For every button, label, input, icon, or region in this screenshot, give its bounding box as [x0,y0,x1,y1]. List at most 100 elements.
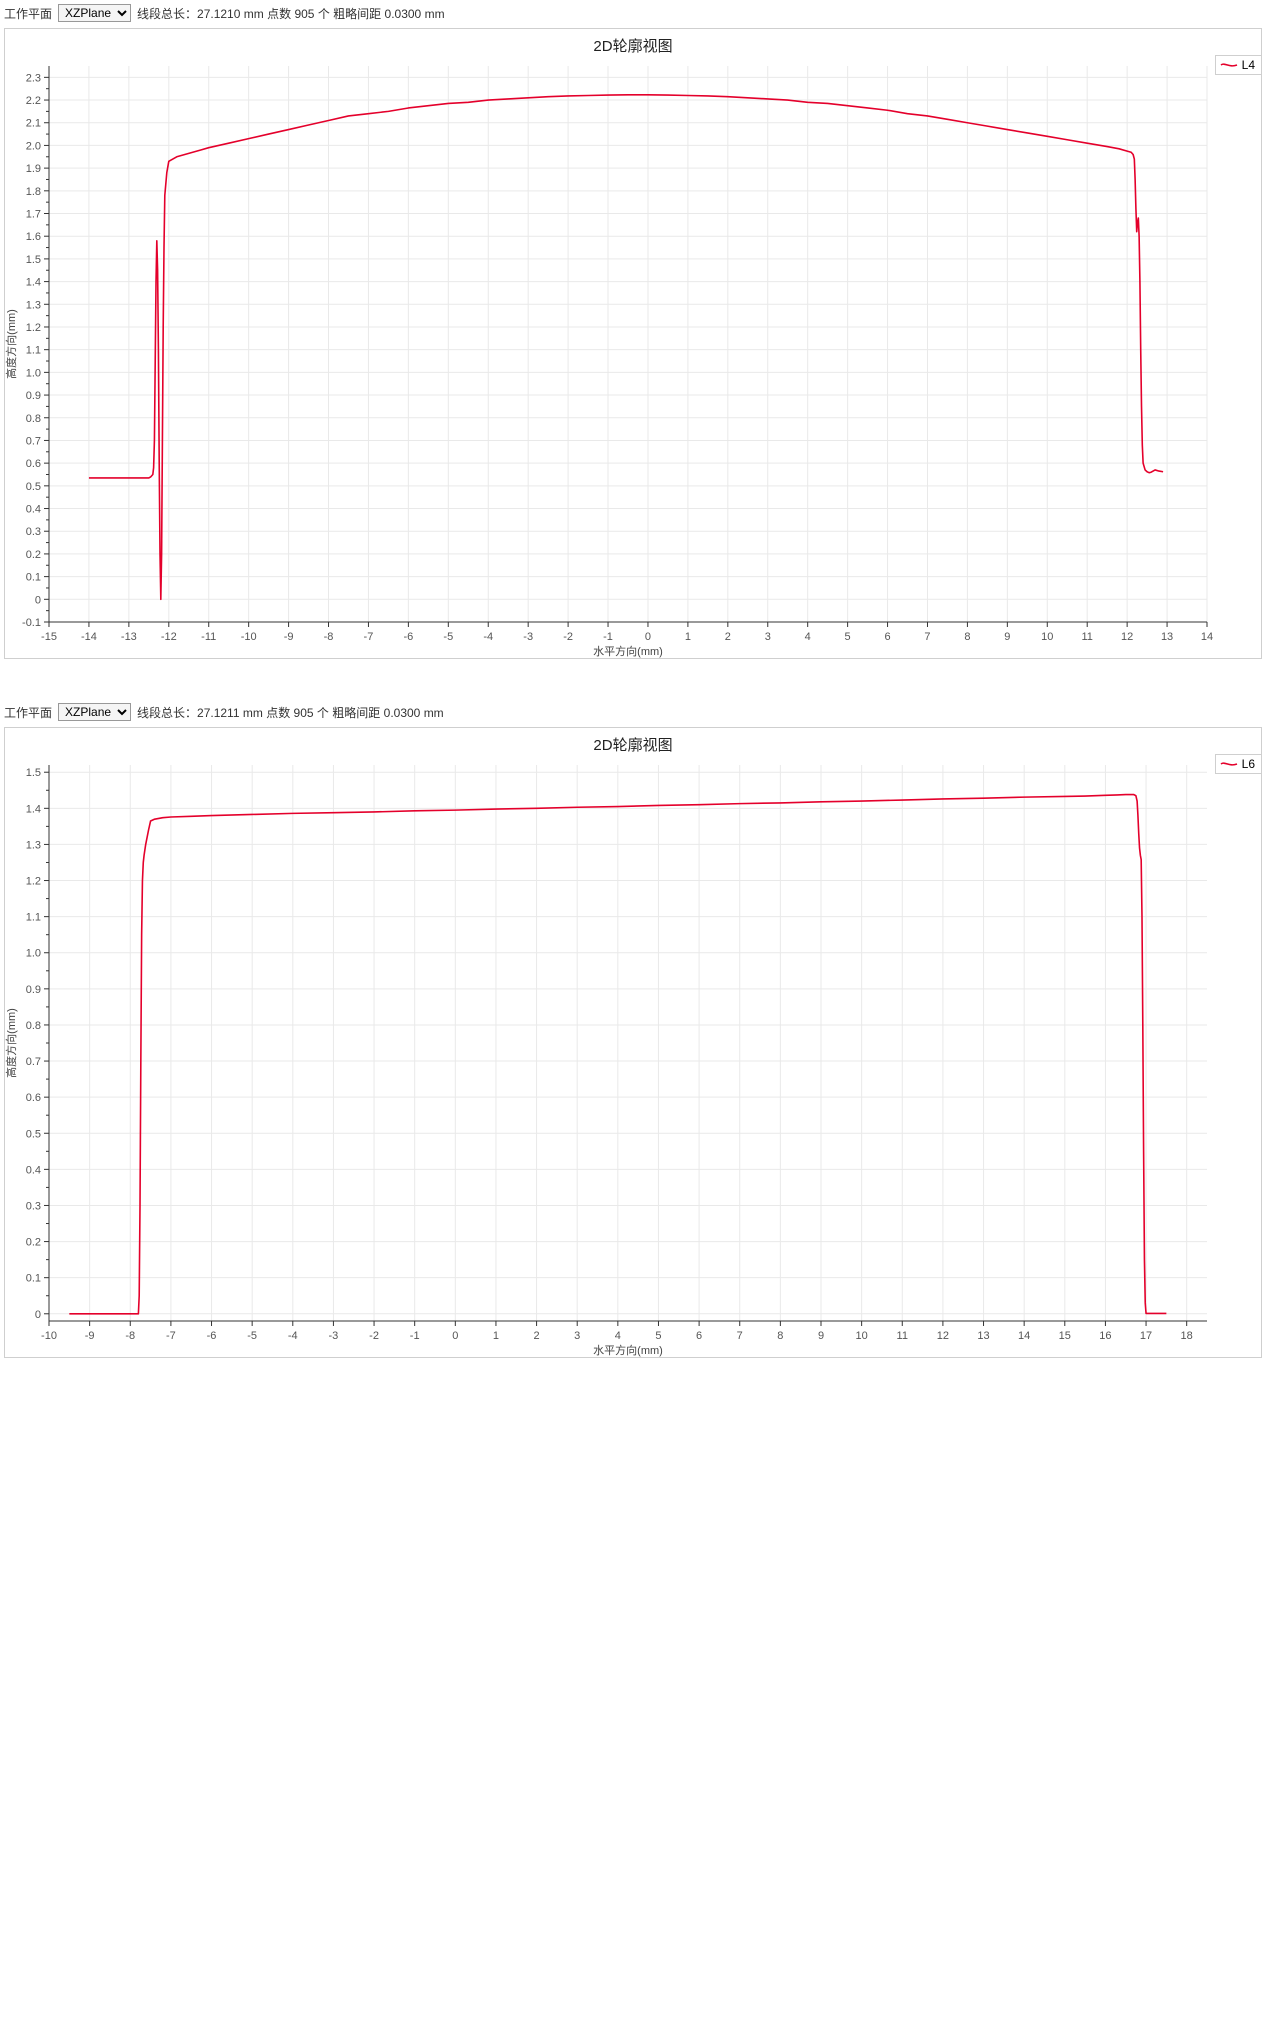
xtick-label: -10 [41,1330,57,1342]
ytick-label: 1.7 [26,209,41,221]
xtick-label: -5 [443,631,453,643]
x-axis-label: 水平方向(mm) [593,644,663,658]
xtick-label: 18 [1181,1330,1193,1342]
xtick-label: -11 [201,631,216,643]
xtick-label: 8 [777,1330,783,1342]
xtick-label: -7 [166,1330,176,1342]
xtick-label: 4 [615,1330,621,1342]
xtick-label: 17 [1140,1330,1152,1342]
xtick-label: 3 [765,631,771,643]
ytick-label: 2.1 [26,118,41,130]
toolbar-info: 线段总长：27.1210 mm 点数 905 个 粗略间距 0.0300 mm [137,5,445,22]
xtick-label: -15 [41,631,57,643]
ytick-label: 0.8 [26,413,41,425]
ytick-label: 1.3 [26,839,41,851]
ytick-label: 0.6 [26,1092,41,1104]
ytick-label: 0 [35,594,41,606]
ytick-label: 1.9 [26,163,41,175]
xtick-label: 11 [1081,631,1092,643]
chart-frame: 2D轮廓视图L4高度方向(mm)-0.100.10.20.30.40.50.60… [4,28,1262,659]
xtick-label: 0 [452,1330,458,1342]
ytick-label: 1.1 [26,912,41,924]
xtick-label: -8 [324,631,334,643]
xtick-label: 7 [924,631,930,643]
ytick-label: 0.8 [26,1020,41,1032]
ytick-label: 0.5 [26,1128,41,1140]
ytick-label: 0.4 [26,504,41,516]
ytick-label: 1.0 [26,948,41,960]
chart-panel: 工作平面XZPlane线段总长：27.1210 mm 点数 905 个 粗略间距… [0,0,1266,659]
xtick-label: -7 [364,631,374,643]
ytick-label: 2.2 [26,95,41,107]
ytick-label: 0.2 [26,1237,41,1249]
y-axis-label-wrap: 高度方向(mm) [5,58,19,658]
ytick-label: 0.1 [26,1273,41,1285]
ytick-label: 0.6 [26,458,41,470]
seglen-value: 27.1211 mm [197,706,263,720]
chart-toolbar: 工作平面 XZPlane 线段总长：27.1211 mm 点数 905 个 粗略间距… [0,699,1266,727]
xtick-label: 1 [685,631,691,643]
plane-select[interactable]: XZPlane [58,703,131,721]
toolbar-info: 线段总长：27.1211 mm 点数 905 个 粗略间距 0.0300 mm [137,704,444,721]
ytick-label: 1.5 [26,254,41,266]
xtick-label: 1 [493,1330,499,1342]
chart-plot: -0.100.10.20.30.40.50.60.70.80.91.01.11.… [5,58,1215,658]
xtick-label: -6 [207,1330,217,1342]
xtick-label: 13 [977,1330,989,1342]
points-value: 905 [294,706,314,720]
ytick-label: 1.8 [26,186,41,198]
ytick-label: 1.5 [26,767,41,779]
coarse-label: 粗略间距 [332,706,380,720]
xtick-label: -2 [563,631,573,643]
chart-title: 2D轮廓视图 [5,728,1261,757]
chart-panel: 工作平面 XZPlane 线段总长：27.1211 mm 点数 905 个 粗略间距… [0,699,1266,1358]
ytick-label: 0 [35,1309,41,1321]
xtick-label: 2 [725,631,731,643]
xtick-label: 11 [897,1330,908,1342]
ytick-label: 1.4 [26,803,41,815]
ytick-label: 0.9 [26,390,41,402]
xtick-label: -3 [523,631,533,643]
ytick-label: 2.0 [26,140,41,152]
seglen-label: 线段总长： [137,706,197,720]
ytick-label: 0.5 [26,481,41,493]
xtick-label: -4 [288,1330,298,1342]
seglen-label: 线段总长： [137,7,197,21]
xtick-label: 4 [805,631,811,643]
xtick-label: -4 [483,631,493,643]
xtick-label: 6 [696,1330,702,1342]
ytick-label: 1.0 [26,367,41,379]
coarse-unit: mm [424,706,444,720]
plane-label: 工作平面 [4,704,52,721]
xtick-label: 0 [645,631,651,643]
xtick-label: 10 [856,1330,868,1342]
xtick-label: 3 [574,1330,580,1342]
ytick-label: 1.2 [26,322,41,334]
xtick-label: 13 [1161,631,1173,643]
xtick-label: -6 [403,631,413,643]
ytick-label: 1.3 [26,299,41,311]
ytick-label: 1.2 [26,876,41,888]
ytick-label: 0.3 [26,526,41,538]
xtick-label: -10 [241,631,257,643]
xtick-label: 5 [655,1330,661,1342]
plot-bg [49,765,1207,1321]
xtick-label: -12 [161,631,177,643]
xtick-label: 9 [818,1330,824,1342]
xtick-label: 2 [534,1330,540,1342]
xtick-label: 8 [964,631,970,643]
coarse-unit: mm [425,7,445,21]
plane-select[interactable]: XZPlane [58,4,131,22]
coarse-value: 0.0300 [385,7,422,21]
points-unit: 个 [318,7,330,21]
xtick-label: -9 [85,1330,95,1342]
ytick-label: 0.3 [26,1200,41,1212]
xtick-label: -3 [329,1330,339,1342]
ytick-label: 0.7 [26,1056,41,1068]
xtick-label: -1 [410,1330,420,1342]
ytick-label: 1.4 [26,277,41,289]
xtick-label: 16 [1099,1330,1111,1342]
xtick-label: 12 [1121,631,1133,643]
ytick-label: 0.1 [26,572,41,584]
xtick-label: -1 [603,631,613,643]
